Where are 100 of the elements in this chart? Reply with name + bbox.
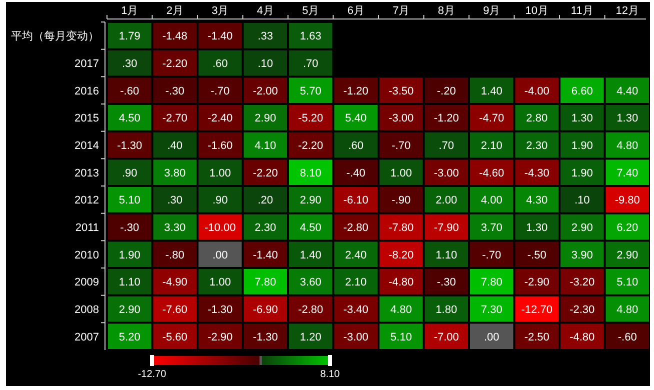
data-label: -2.70 [162, 112, 188, 125]
data-label: -.30 [436, 276, 456, 289]
data-label: .30 [122, 58, 138, 70]
data-label: 5.10 [390, 331, 412, 344]
data-label: 4.50 [118, 112, 140, 125]
data-label: -1.30 [252, 331, 278, 344]
data-label: 3.30 [164, 222, 186, 234]
data-label: -8.20 [388, 249, 414, 262]
data-label: 4.80 [390, 304, 412, 316]
data-label: -7.60 [162, 304, 188, 316]
y-tick-label: 2016 [74, 85, 99, 98]
data-label: 3.80 [164, 167, 186, 180]
data-label: -1.30 [208, 304, 233, 316]
data-label: 1.00 [209, 276, 231, 289]
data-label: .20 [258, 194, 274, 207]
data-label: 7.80 [254, 276, 276, 289]
data-label: 4.50 [300, 222, 322, 234]
y-tick-label: 2010 [74, 249, 99, 262]
data-label: .60 [212, 58, 228, 70]
data-label: -4.30 [524, 167, 550, 180]
data-label: -.30 [120, 222, 140, 234]
data-label: -1.30 [117, 140, 142, 152]
data-label: -7.80 [388, 222, 414, 234]
data-label: 1.30 [616, 112, 638, 125]
data-label: 1.10 [436, 249, 458, 262]
data-label: 1.00 [209, 167, 231, 180]
data-label: 1.79 [118, 30, 140, 43]
x-tick-label: 8月 [438, 5, 455, 17]
data-label: 2.90 [571, 222, 593, 234]
data-label: .40 [167, 140, 183, 152]
data-label: -1.40 [252, 249, 278, 262]
data-label: -2.90 [208, 331, 233, 344]
data-label: 3.60 [300, 276, 322, 289]
data-label: 4.00 [480, 194, 502, 207]
data-label: -10.00 [204, 222, 236, 234]
y-tick-label: 2017 [74, 58, 99, 70]
y-tick-label: 2012 [74, 194, 99, 207]
data-label: -2.90 [524, 276, 550, 289]
data-label: .60 [348, 140, 364, 152]
data-label: .00 [484, 331, 500, 344]
y-tick-label: 2014 [74, 140, 99, 152]
data-label: -4.80 [570, 331, 595, 344]
data-label: -4.90 [162, 276, 188, 289]
data-label: 2.80 [526, 112, 548, 125]
x-tick-label: 11月 [570, 5, 594, 17]
data-label: -6.90 [252, 304, 278, 316]
data-label: -.60 [618, 331, 637, 344]
data-label: -.40 [346, 167, 366, 180]
data-label: 6.20 [616, 222, 638, 234]
data-label: -.70 [482, 249, 502, 262]
data-label: 1.90 [118, 249, 140, 262]
data-label: -2.40 [208, 112, 233, 125]
data-label: -2.00 [252, 85, 278, 98]
data-label: -3.00 [343, 331, 368, 344]
data-label: 3.70 [480, 222, 502, 234]
data-label: 4.80 [616, 140, 638, 152]
data-label: 5.70 [300, 85, 322, 98]
data-label: -7.00 [434, 331, 459, 344]
data-label: -4.70 [479, 112, 504, 125]
data-label: -3.00 [388, 112, 414, 125]
data-label: 2.30 [526, 140, 548, 152]
data-label: -3.50 [388, 85, 414, 98]
data-label: -3.40 [343, 304, 368, 316]
data-label: 5.40 [345, 112, 367, 125]
y-tick-label: 2007 [74, 331, 99, 344]
data-label: .10 [574, 194, 590, 207]
data-label: 2.90 [300, 194, 322, 207]
y-tick-label: 2009 [74, 276, 99, 289]
data-label: -6.10 [343, 194, 368, 207]
colorbar: -12.70 8.10 [138, 355, 340, 380]
color-bar-label: -12.70 [138, 369, 167, 380]
data-label: 1.80 [436, 304, 458, 316]
data-label: 1.20 [300, 331, 322, 344]
data-label: -2.50 [524, 331, 550, 344]
x-tick-label: 1月 [121, 5, 138, 17]
data-label: 4.10 [254, 140, 276, 152]
data-label: -12.70 [521, 304, 552, 316]
x-tick-label: 12月 [616, 5, 639, 17]
y-tick-label: 2008 [74, 304, 99, 316]
data-label: 2.40 [345, 249, 367, 262]
data-label: -3.00 [434, 167, 459, 180]
data-label: .00 [212, 249, 228, 262]
x-tick-label: 3月 [212, 5, 229, 17]
data-label: 4.40 [616, 85, 638, 98]
data-label: 8.10 [300, 167, 322, 180]
data-label: 6.60 [571, 85, 593, 98]
data-label: 7.30 [480, 304, 502, 316]
data-label: 2.90 [118, 304, 140, 316]
data-label: -4.80 [388, 276, 414, 289]
data-label: -.60 [120, 85, 140, 98]
data-label: -2.80 [343, 222, 368, 234]
data-label: 5.20 [118, 331, 140, 344]
data-label: 1.90 [571, 167, 593, 180]
data-label: -3.20 [570, 276, 595, 289]
data-label: 2.30 [254, 222, 276, 234]
data-label: 2.10 [480, 140, 502, 152]
data-label: 1.40 [480, 85, 502, 98]
data-label: 7.40 [616, 167, 638, 180]
data-label: .10 [258, 58, 274, 70]
x-tick-label: 5月 [302, 5, 320, 17]
